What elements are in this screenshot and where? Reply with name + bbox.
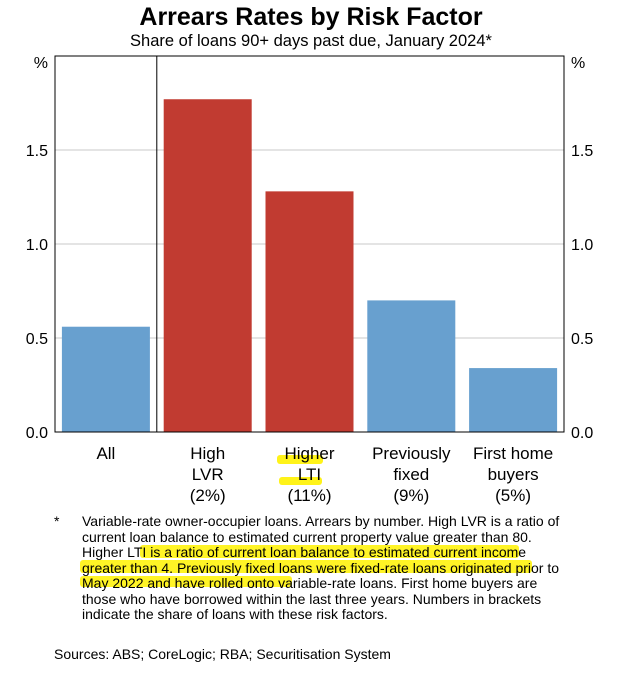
y-tick-right-2: 1.0 <box>571 237 593 254</box>
y-tick-left-2: 1.0 <box>26 237 48 254</box>
category-label-3-line-0: Previously <box>372 444 451 463</box>
footnote-marker: * <box>54 513 60 529</box>
bar-3 <box>367 300 456 432</box>
category-label-1-line-2: (2%) <box>190 486 226 505</box>
category-label-2-line-1: LTI <box>298 465 321 484</box>
y-tick-right-3: 1.5 <box>571 143 593 160</box>
bars <box>61 99 558 433</box>
label-highlight-1 <box>277 455 323 464</box>
bar-0 <box>61 326 150 432</box>
bar-2 <box>265 191 354 432</box>
chart-plot: 0.0 0.0 0.5 0.5 1.0 1.0 1.5 1.5%% All High LVR (2%… <box>26 55 594 505</box>
bar-4 <box>469 368 558 432</box>
label-highlight-2 <box>279 477 322 485</box>
category-label-1-line-0: High <box>190 444 225 463</box>
y-tick-left-0: 0.0 <box>26 425 48 442</box>
plot-frame <box>54 55 565 433</box>
category-label-4-line-1: buyers <box>488 465 539 484</box>
category-label-2-line-2: (11%) <box>287 486 331 505</box>
footnote-text: Variable-rate owner-occupier loans. Arre… <box>82 513 560 622</box>
category-labels: All High LVR (2%) Higher LTI (11%) Previously fi… <box>96 444 553 505</box>
footnote-highlight-2 <box>80 560 532 573</box>
plot-border <box>54 55 565 433</box>
y-tick-left-3: 1.5 <box>26 143 48 160</box>
category-label-2-line-0: Higher <box>284 444 334 463</box>
y-tick-left-1: 0.5 <box>26 331 48 348</box>
footnote-highlight-3 <box>80 576 292 587</box>
y-tick-right-1: 0.5 <box>571 331 593 348</box>
category-label-4-line-2: (5%) <box>495 486 531 505</box>
y-unit-right: % <box>571 55 585 72</box>
footnote-highlight-1 <box>140 545 519 558</box>
y-tick-right-0: 0.0 <box>571 425 593 442</box>
category-label-4-line-0: First home <box>473 444 553 463</box>
axis-ticks: 0.0 0.0 0.5 0.5 1.0 1.0 1.5 1.5%% <box>26 55 594 442</box>
category-label-3-line-2: (9%) <box>393 486 429 505</box>
y-unit-left: % <box>34 55 48 72</box>
highlight-marks <box>277 455 323 485</box>
chart-title: Arrears Rates by Risk Factor <box>139 3 483 31</box>
category-label-0-line-0: All <box>96 444 115 463</box>
chart-subtitle: Share of loans 90+ days past due, Januar… <box>130 32 492 50</box>
category-label-3-line-1: fixed <box>393 465 429 484</box>
footnote: * Variable-rate owner-occupier loans. Ar… <box>54 513 574 623</box>
category-label-1-line-1: LVR <box>192 465 224 484</box>
sources-note: Sources: ABS; CoreLogic; RBA; Securitisa… <box>54 646 391 662</box>
bar-1 <box>163 99 252 433</box>
